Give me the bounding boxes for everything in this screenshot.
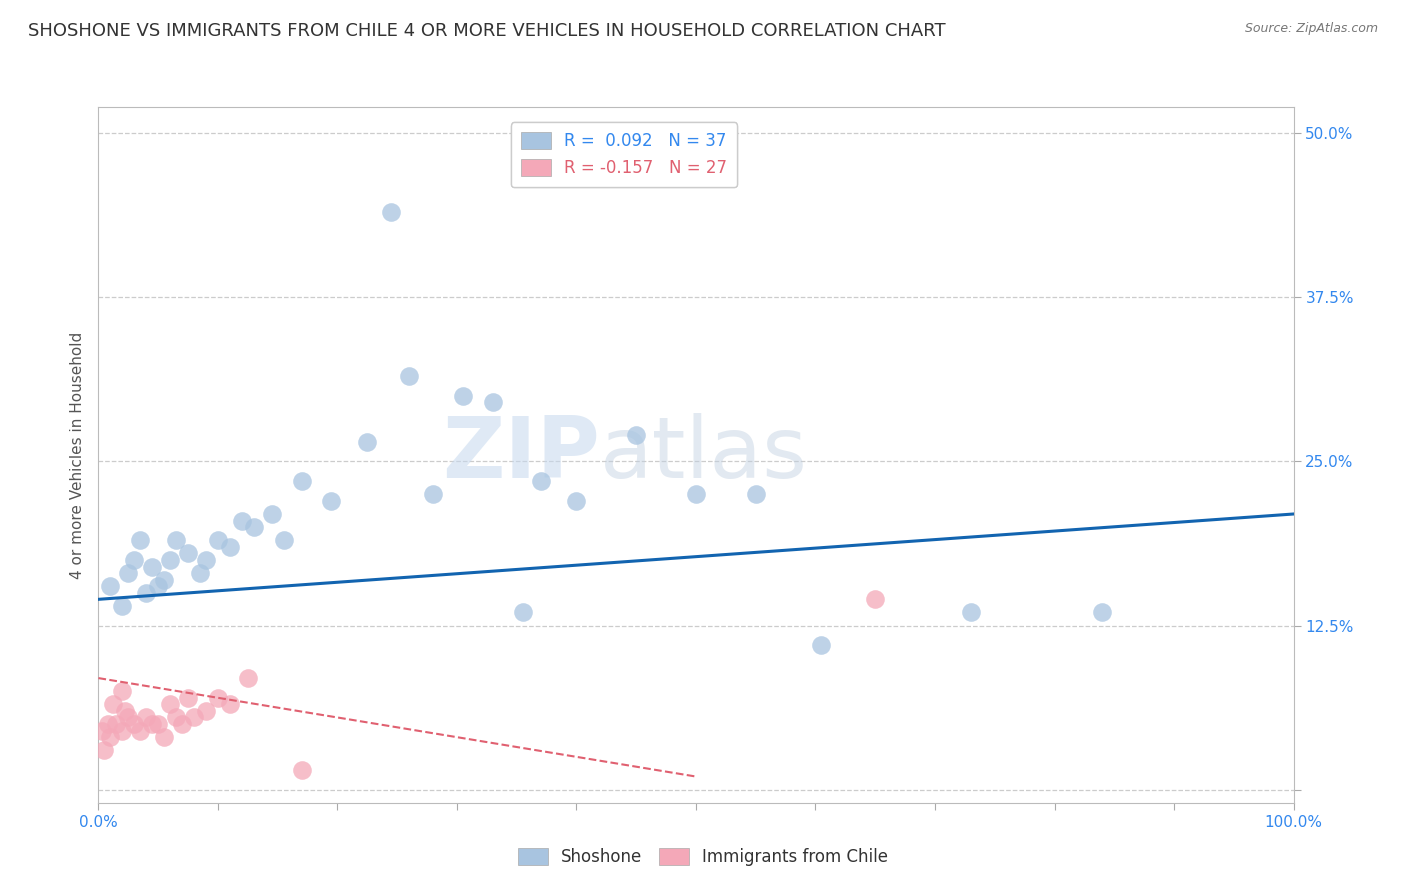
Point <box>98 730 122 744</box>
Point <box>810 638 832 652</box>
Point <box>273 533 295 548</box>
Point <box>159 553 181 567</box>
Point <box>153 573 176 587</box>
Point <box>148 579 170 593</box>
Point <box>111 599 134 613</box>
Point <box>231 514 253 528</box>
Point <box>1091 606 1114 620</box>
Point <box>380 205 402 219</box>
Point <box>135 586 157 600</box>
Point <box>177 690 200 705</box>
Point <box>141 559 163 574</box>
Point <box>398 369 420 384</box>
Point <box>124 553 146 567</box>
Point <box>111 684 134 698</box>
Point <box>165 710 187 724</box>
Text: atlas: atlas <box>600 413 808 497</box>
Point <box>260 507 283 521</box>
Point <box>290 763 312 777</box>
Point <box>481 395 505 409</box>
Text: Source: ZipAtlas.com: Source: ZipAtlas.com <box>1244 22 1378 36</box>
Point <box>219 698 242 712</box>
Point <box>111 723 134 738</box>
Point <box>124 717 146 731</box>
Point <box>148 717 170 731</box>
Point <box>290 474 312 488</box>
Point <box>153 730 176 744</box>
Point <box>159 698 181 712</box>
Legend: R =  0.092   N = 37, R = -0.157   N = 27: R = 0.092 N = 37, R = -0.157 N = 27 <box>512 122 737 187</box>
Point <box>512 606 534 620</box>
Point <box>177 546 200 560</box>
Point <box>745 487 768 501</box>
Point <box>129 533 152 548</box>
Point <box>98 579 122 593</box>
Point <box>183 710 205 724</box>
Point <box>321 494 343 508</box>
Point <box>188 566 211 580</box>
Point <box>194 704 217 718</box>
Y-axis label: 4 or more Vehicles in Household: 4 or more Vehicles in Household <box>69 331 84 579</box>
Point <box>172 717 194 731</box>
Point <box>141 717 163 731</box>
Legend: Shoshone, Immigrants from Chile: Shoshone, Immigrants from Chile <box>509 840 897 875</box>
Point <box>97 717 120 731</box>
Point <box>207 690 229 705</box>
Point <box>219 540 242 554</box>
Point <box>529 474 551 488</box>
Point <box>624 428 647 442</box>
Point <box>356 434 378 449</box>
Point <box>129 723 152 738</box>
Point <box>117 566 139 580</box>
Point <box>101 698 124 712</box>
Text: SHOSHONE VS IMMIGRANTS FROM CHILE 4 OR MORE VEHICLES IN HOUSEHOLD CORRELATION CH: SHOSHONE VS IMMIGRANTS FROM CHILE 4 OR M… <box>28 22 946 40</box>
Point <box>194 553 217 567</box>
Point <box>863 592 886 607</box>
Point <box>451 389 474 403</box>
Point <box>93 743 115 757</box>
Point <box>422 487 444 501</box>
Point <box>114 704 136 718</box>
Point <box>242 520 264 534</box>
Point <box>105 717 128 731</box>
Point <box>236 671 259 685</box>
Point <box>91 723 114 738</box>
Point <box>117 710 139 724</box>
Text: ZIP: ZIP <box>443 413 600 497</box>
Point <box>165 533 187 548</box>
Point <box>135 710 157 724</box>
Point <box>959 606 981 620</box>
Point <box>685 487 707 501</box>
Point <box>565 494 588 508</box>
Point <box>207 533 229 548</box>
